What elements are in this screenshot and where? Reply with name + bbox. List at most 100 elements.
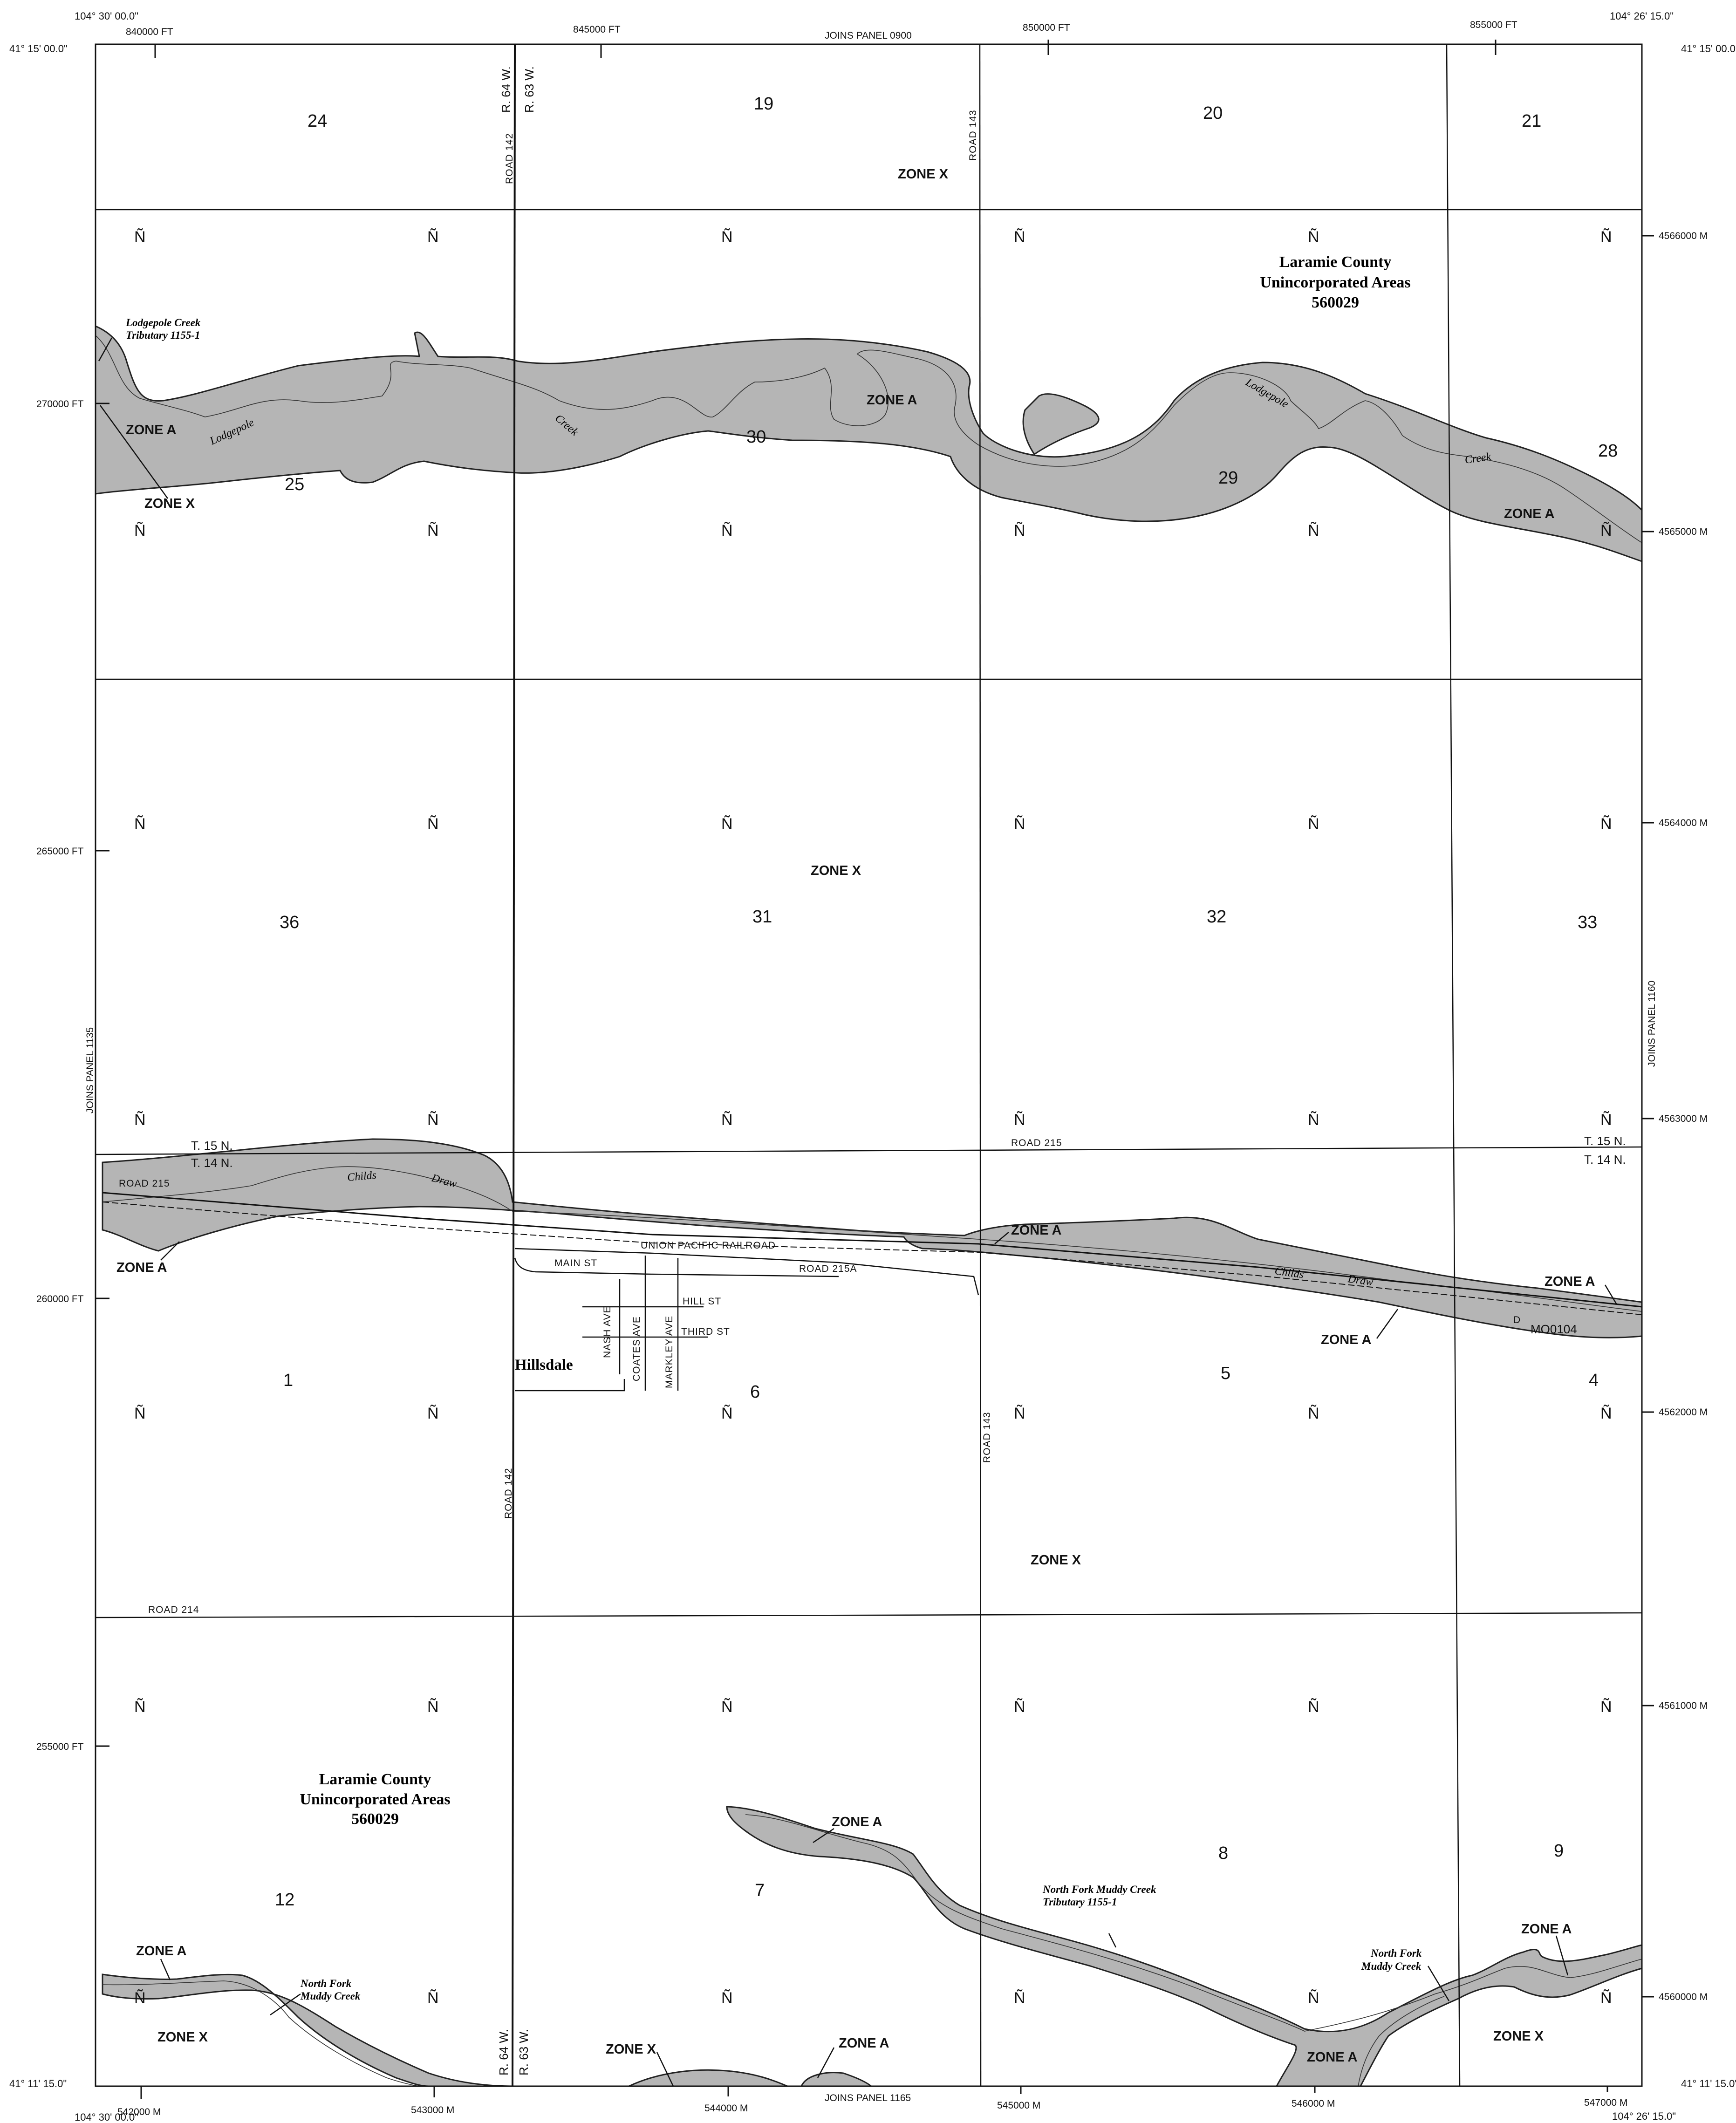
- leader-north-fork-right: [1427, 1966, 1450, 2001]
- corner-mark-r5-c1: Ñ: [134, 1405, 146, 1422]
- corner-mark-r5-c5: Ñ: [1308, 1405, 1319, 1422]
- zone-a-lodgepole-creek: [95, 325, 1643, 563]
- section-line-h3: [95, 1146, 1642, 1155]
- corner-mark-r7-c4: Ñ: [1014, 1989, 1025, 2007]
- grid-m-bottom-5: 546000 M: [1292, 2098, 1335, 2109]
- north-fork-muddy-label-1: North Fork: [300, 1978, 352, 1989]
- corner-mark-r3-c3: Ñ: [721, 815, 733, 833]
- zone-a-label-12: ZONE A: [1307, 2050, 1358, 2065]
- railroad-line-2: [102, 1201, 1642, 1315]
- corner-mark-r5-c3: Ñ: [721, 1405, 733, 1422]
- section-line-v3: [1446, 44, 1461, 2087]
- zone-x-label-4: ZONE X: [1031, 1553, 1081, 1568]
- grid-m-right-3: 4564000 M: [1659, 818, 1708, 828]
- grid-m-bottom-4: 545000 M: [997, 2100, 1040, 2111]
- section-31: 31: [752, 907, 772, 927]
- corner-mark-r2-c1: Ñ: [134, 522, 146, 539]
- grid-ft-top-3: 850000 FT: [1023, 22, 1070, 33]
- leader-zone-a-8: [813, 1828, 834, 1843]
- corner-mark-r6-c4: Ñ: [1014, 1698, 1025, 1716]
- nash-ave-label: NASH AVE: [602, 1306, 613, 1358]
- leader-zone-a-5: [994, 1232, 1009, 1244]
- corner-mark-r7-c2: Ñ: [427, 1989, 439, 2007]
- grid-ft-top-1: 840000 FT: [126, 27, 173, 37]
- grid-m-right-2: 4565000 M: [1659, 526, 1708, 537]
- road-215-label-left: ROAD 215: [119, 1178, 170, 1189]
- township-15n-right: T. 15 N.: [1584, 1134, 1626, 1148]
- range-64w-top: R. 64 W.: [499, 66, 513, 113]
- corner-mark-r5-c2: Ñ: [427, 1405, 439, 1422]
- section-33: 33: [1578, 913, 1597, 932]
- north-fork-right-label-2: Muddy Creek: [1361, 1960, 1422, 1972]
- corner-mark-r7-c3: Ñ: [721, 1989, 733, 2007]
- corner-mark-r3-c5: Ñ: [1308, 815, 1319, 833]
- corner-mark-r1-c3: Ñ: [721, 228, 733, 246]
- corner-bottom-right-lon: 104° 26' 15.0": [1612, 2110, 1676, 2122]
- leader-lodgepole-trib: [98, 337, 113, 362]
- lodgepole-trib-label-1: Lodgepole Creek: [125, 317, 201, 328]
- zone-x-label-6: ZONE X: [606, 2042, 656, 2057]
- corner-mark-r7-c6: Ñ: [1600, 1989, 1612, 2007]
- zone-a-label-6: ZONE A: [1545, 1274, 1595, 1289]
- section-line-v1: [512, 44, 516, 2087]
- zone-x-label-5: ZONE X: [157, 2030, 208, 2045]
- section-24: 24: [308, 111, 327, 131]
- corner-mark-r3-c4: Ñ: [1014, 815, 1025, 833]
- section-numbers: 24 19 20 21 25 30 29 28 36 31 32 33 1 6 …: [275, 94, 1618, 1910]
- section-21: 21: [1522, 111, 1541, 131]
- grid-m-right-7: 4560000 M: [1659, 1992, 1708, 2002]
- north-fork-muddy-line: [102, 1980, 420, 2087]
- join-labels: JOINS PANEL 0900 JOINS PANEL 1165 JOINS …: [85, 30, 1657, 2103]
- section-32: 32: [1207, 907, 1226, 927]
- zone-a-label-9: ZONE A: [136, 1944, 187, 1959]
- third-st-label: THIRD ST: [681, 1326, 730, 1337]
- zone-a-north-fork-trib: [726, 1806, 1643, 2087]
- corner-top-left-lat: 41° 15' 00.0": [9, 43, 68, 55]
- zone-x-label-2: ZONE X: [144, 496, 195, 511]
- corner-mark-r7-c1: Ñ: [134, 1989, 146, 2007]
- corner-mark-r1-c1: Ñ: [134, 228, 146, 246]
- railroad-line: [102, 1192, 1642, 1308]
- town-name: Hillsdale: [515, 1357, 573, 1373]
- township-15n-left: T. 15 N.: [191, 1139, 233, 1153]
- community-titles: Laramie County Unincorporated Areas 5600…: [300, 253, 1410, 1828]
- community-name-2: Laramie County: [319, 1771, 431, 1788]
- childs-draw-line: [102, 1166, 1642, 1312]
- section-28: 28: [1598, 441, 1618, 461]
- corner-mark-r6-c3: Ñ: [721, 1698, 733, 1716]
- township-labels: T. 15 N. T. 14 N. T. 15 N. T. 14 N. R. 6…: [191, 66, 1626, 2075]
- north-fork-trib-label-1: North Fork Muddy Creek: [1042, 1884, 1156, 1895]
- zone-a-label-7: ZONE A: [1321, 1332, 1372, 1347]
- zone-a-label-2: ZONE A: [867, 393, 917, 408]
- corner-mark-r3-c1: Ñ: [134, 815, 146, 833]
- leader-zone-a-9: [160, 1959, 171, 1980]
- leader-zone-a-11: [817, 2047, 835, 2078]
- north-fork-trib-label-2: Tributary 1155-1: [1043, 1896, 1117, 1908]
- zone-a-label-5: ZONE A: [1011, 1223, 1062, 1238]
- road-215a-label: ROAD 215A: [799, 1263, 857, 1274]
- corner-mark-r1-c2: Ñ: [427, 228, 439, 246]
- join-right: JOINS PANEL 1160: [1647, 981, 1657, 1067]
- zone-labels: ZONE X ZONE A ZONE X ZONE A ZONE A ZONE …: [116, 167, 1595, 2065]
- corner-bottom-left-lon: 104° 30' 00.0": [75, 2111, 138, 2123]
- hillsdale-limit-line: [515, 1379, 625, 1392]
- leader-zone-a-10: [1555, 1935, 1569, 1976]
- lodgepole-trib-label-2: Tributary 1155-1: [126, 329, 200, 341]
- zone-x-label-1: ZONE X: [898, 167, 949, 182]
- community-type-2: Unincorporated Areas: [300, 1791, 450, 1808]
- section-corner-marks: Ñ Ñ Ñ Ñ Ñ Ñ Ñ Ñ Ñ Ñ Ñ Ñ Ñ Ñ Ñ Ñ Ñ Ñ Ñ Ñ …: [134, 228, 1612, 2007]
- markley-ave-label: MARKLEY AVE: [664, 1316, 675, 1388]
- bench-mark-letter: D: [1513, 1315, 1521, 1325]
- grid-ft-left-1: 270000 FT: [36, 399, 84, 410]
- range-63w-top: R. 63 W.: [522, 66, 536, 113]
- leader-lines: [98, 337, 1618, 2087]
- community-type-1: Unincorporated Areas: [1260, 274, 1410, 291]
- road-215-label-right: ROAD 215: [1011, 1138, 1062, 1148]
- leader-zone-a-6: [1604, 1284, 1618, 1305]
- zone-a-childs-draw: [102, 1138, 1643, 1338]
- section-6: 6: [750, 1382, 760, 1402]
- corner-mark-r6-c6: Ñ: [1600, 1698, 1612, 1716]
- corner-bottom-right-lat: 41° 11' 15.0": [1681, 2078, 1736, 2089]
- zone-x-label-3: ZONE X: [811, 863, 861, 878]
